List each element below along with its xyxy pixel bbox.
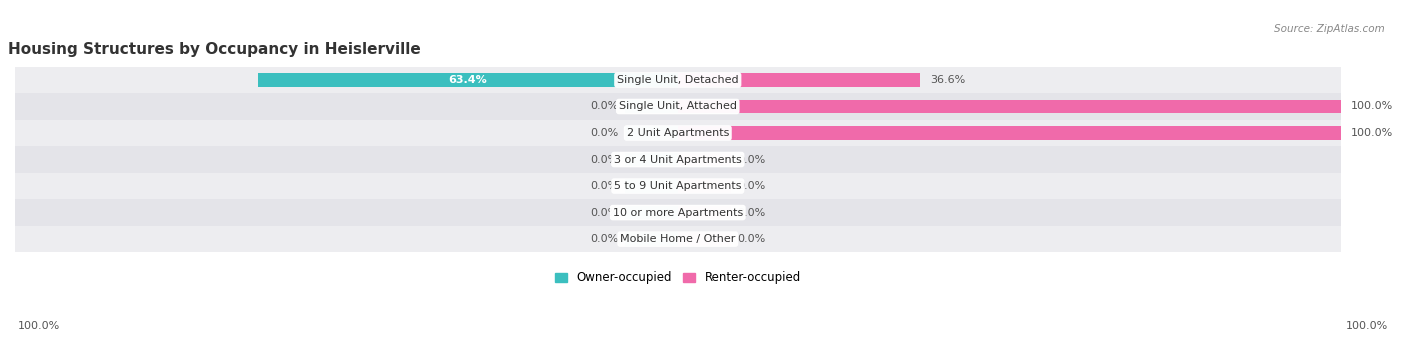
Text: 5 to 9 Unit Apartments: 5 to 9 Unit Apartments: [614, 181, 741, 191]
Bar: [15, 120, 1340, 146]
Bar: [624, 179, 678, 193]
Text: Mobile Home / Other: Mobile Home / Other: [620, 234, 735, 244]
Bar: [15, 226, 1340, 252]
Text: Source: ZipAtlas.com: Source: ZipAtlas.com: [1274, 24, 1385, 34]
Text: Single Unit, Attached: Single Unit, Attached: [619, 102, 737, 112]
Bar: [678, 179, 731, 193]
Text: 0.0%: 0.0%: [737, 208, 766, 218]
Text: 0.0%: 0.0%: [737, 181, 766, 191]
Text: 100.0%: 100.0%: [1351, 102, 1393, 112]
Text: 100.0%: 100.0%: [1351, 128, 1393, 138]
Text: 36.6%: 36.6%: [931, 75, 966, 85]
Bar: [678, 126, 1340, 140]
Bar: [15, 173, 1340, 199]
Bar: [15, 199, 1340, 226]
Bar: [15, 146, 1340, 173]
Bar: [624, 206, 678, 220]
Text: 63.4%: 63.4%: [449, 75, 486, 85]
Text: 0.0%: 0.0%: [591, 154, 619, 165]
Text: 0.0%: 0.0%: [591, 208, 619, 218]
Text: 0.0%: 0.0%: [591, 181, 619, 191]
Bar: [678, 73, 921, 87]
Bar: [624, 232, 678, 246]
Bar: [15, 93, 1340, 120]
Text: 2 Unit Apartments: 2 Unit Apartments: [627, 128, 728, 138]
Bar: [678, 153, 731, 166]
Bar: [678, 206, 731, 220]
Text: 3 or 4 Unit Apartments: 3 or 4 Unit Apartments: [614, 154, 741, 165]
Text: 0.0%: 0.0%: [591, 102, 619, 112]
Bar: [15, 67, 1340, 93]
Text: Housing Structures by Occupancy in Heislerville: Housing Structures by Occupancy in Heisl…: [8, 42, 422, 57]
Bar: [678, 100, 1340, 114]
Text: Single Unit, Detached: Single Unit, Detached: [617, 75, 738, 85]
Text: 0.0%: 0.0%: [591, 234, 619, 244]
Text: 0.0%: 0.0%: [737, 154, 766, 165]
Legend: Owner-occupied, Renter-occupied: Owner-occupied, Renter-occupied: [550, 267, 806, 289]
Bar: [624, 126, 678, 140]
Text: 100.0%: 100.0%: [1346, 321, 1388, 331]
Bar: [678, 232, 731, 246]
Bar: [624, 100, 678, 114]
Text: 100.0%: 100.0%: [18, 321, 60, 331]
Bar: [257, 73, 678, 87]
Text: 10 or more Apartments: 10 or more Apartments: [613, 208, 742, 218]
Bar: [624, 153, 678, 166]
Text: 0.0%: 0.0%: [591, 128, 619, 138]
Text: 0.0%: 0.0%: [737, 234, 766, 244]
